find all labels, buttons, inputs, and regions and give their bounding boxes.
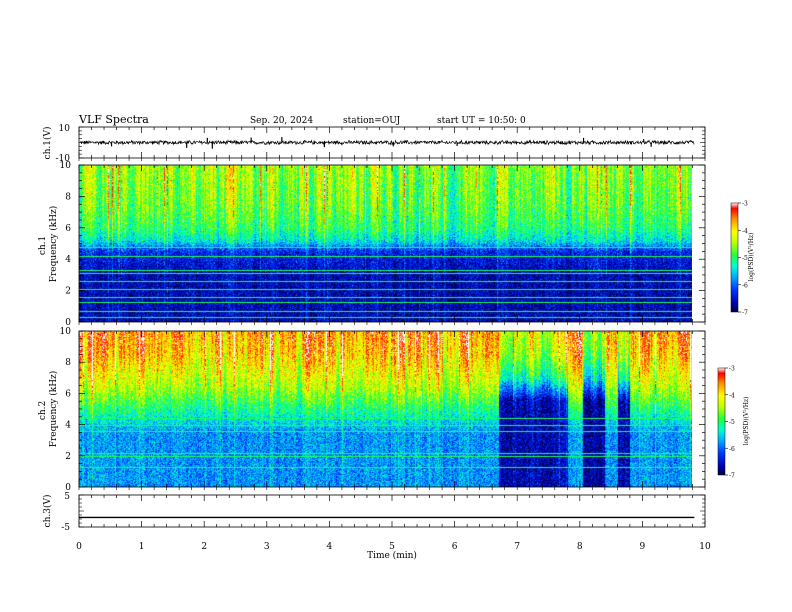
x-tick-label: 3: [264, 542, 270, 552]
freq-tick-label: 10: [60, 161, 72, 171]
colorbar-tick-label: -5: [729, 419, 735, 426]
colorbar-tick-label: -4: [729, 392, 735, 399]
x-axis-label: Time (min): [367, 550, 417, 561]
freq-tick-label: 2: [65, 287, 71, 297]
freq-tick-label: 10: [60, 327, 72, 337]
ch1-spectrogram-panel: 0 2 4 6 8 10 ch.1 Frequency (kHz): [38, 161, 706, 328]
ch2-spectrogram-image: [79, 331, 692, 487]
ch1-waveform-trace: [79, 139, 695, 146]
colorbar-tick-label: -6: [729, 446, 735, 453]
x-tick-label: 8: [577, 542, 583, 552]
date-label: Sep. 20, 2024: [250, 116, 313, 126]
ch3-waveform-panel: 5 -5 ch.3(V) 0 1 2 3 4 5 6 7 8 9 10 Time (min): [42, 492, 711, 561]
ch2-spectrogram-ylabel: ch.2 Frequency (kHz): [38, 371, 59, 448]
ch1-spectrogram-ylabel: ch.1 Frequency (kHz): [38, 206, 59, 283]
freq-tick-label: 8: [65, 192, 71, 202]
freq-tick-label: 4: [65, 255, 71, 265]
colorbar-ch2-ramp: [717, 367, 726, 476]
colorbar-ch1-ramp: [730, 202, 739, 313]
colorbar-tick-label: -3: [742, 201, 748, 208]
freq-tick-label: 4: [65, 421, 71, 431]
x-tick-label: 2: [201, 542, 207, 552]
x-tick-label: 6: [452, 542, 458, 552]
x-tick-label: 7: [514, 542, 520, 552]
x-tick-label: 10: [699, 542, 711, 552]
freq-tick-label: 2: [65, 452, 71, 462]
ch1-waveform-ylabel: ch.1(V): [42, 127, 53, 160]
freq-tick-label: 0: [65, 318, 71, 328]
ch3-ytick-bottom: -5: [61, 523, 70, 533]
colorbar-tick-label: -7: [729, 473, 735, 480]
ch2-ylabel-channel: ch.2: [38, 401, 48, 420]
colorbar-tick-label: -3: [729, 366, 735, 373]
x-tick-label: 9: [640, 542, 646, 552]
ch1-ytick-bottom: -10: [56, 154, 71, 164]
colorbar-tick-label: -6: [742, 282, 748, 289]
ch2-spectrogram-panel: 0 2 4 6 8 10 ch.2 Frequency (kHz): [38, 327, 706, 493]
ch1-ytick-top: 10: [59, 124, 71, 134]
freq-tick-label: 0: [65, 483, 71, 493]
ch1-spectrogram-image: [79, 165, 692, 322]
x-tick-label: 0: [76, 542, 82, 552]
x-tick-label: 1: [139, 542, 145, 552]
freq-tick-label: 6: [65, 389, 71, 399]
colorbar-ch1-label: log(PSD)(V²/Hz): [748, 233, 755, 282]
start-time-label: start UT = 10:50: 0: [437, 116, 526, 126]
x-tick-label: 4: [327, 542, 333, 552]
colorbar-ch1: -3 -4 -5 -6 -7 log(PSD)(V²/Hz): [730, 201, 755, 317]
figure-title: VLF Spectra: [78, 113, 149, 126]
ch1-ylabel-frequency: Frequency (kHz): [48, 206, 59, 283]
station-label: station=OUJ: [343, 116, 401, 126]
colorbar-tick-label: -7: [742, 310, 748, 317]
ch1-ylabel-channel: ch.1: [38, 236, 48, 255]
colorbar-ch2: -3 -4 -5 -6 -7 log(PSD)(V²/Hz): [717, 366, 750, 480]
ch2-ylabel-frequency: Frequency (kHz): [48, 371, 59, 448]
ch1-waveform-panel: 10 -10 ch.1(V): [42, 124, 706, 164]
colorbar-ch2-label: log(PSD)(V²/Hz): [743, 397, 750, 446]
ch3-waveform-ylabel: ch.3(V): [42, 495, 53, 528]
freq-tick-label: 6: [65, 224, 71, 234]
ch3-ytick-top: 5: [64, 492, 70, 502]
colorbar-tick-label: -4: [742, 228, 748, 235]
colorbar-tick-label: -5: [742, 255, 748, 262]
freq-tick-label: 8: [65, 358, 71, 368]
x-tick-label: 5: [389, 542, 395, 552]
